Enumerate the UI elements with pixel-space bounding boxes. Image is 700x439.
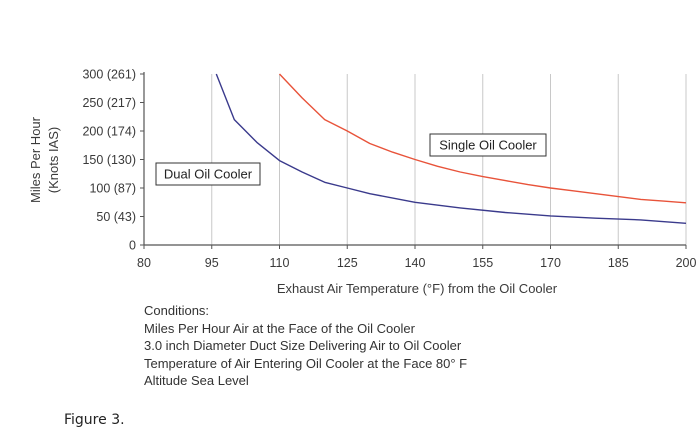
conditions-line: Miles Per Hour Air at the Face of the Oi… — [144, 320, 415, 336]
conditions-line: Conditions: — [144, 303, 210, 318]
series-line — [215, 73, 686, 224]
conditions-block: Conditions: Miles Per Hour Air at the Fa… — [144, 302, 467, 390]
x-tick-label: 125 — [337, 256, 358, 270]
y-axis-subtitle: (Knots IAS) — [46, 127, 61, 193]
axis-layer — [140, 72, 687, 249]
y-tick-label: 250 (217) — [82, 96, 136, 110]
conditions-line: Temperature of Air Entering Oil Cooler a… — [144, 355, 468, 371]
series-label-box — [155, 162, 261, 186]
y-tick-label: 100 (87) — [89, 182, 136, 196]
x-tick-label: 185 — [608, 256, 629, 270]
conditions-line: Altitude Sea Level — [144, 373, 249, 388]
y-axis-title: Miles Per Hour — [28, 116, 43, 203]
x-tick-label: 200 — [676, 256, 697, 270]
series-label: Single Oil Cooler — [439, 138, 537, 153]
series-label: Dual Oil Cooler — [164, 167, 253, 182]
y-tick-label: 150 (130) — [82, 153, 136, 167]
x-tick-label: 80 — [137, 256, 151, 270]
x-tick-label: 155 — [472, 256, 493, 270]
y-tick-label: 200 (174) — [82, 125, 136, 139]
x-tick-label: 140 — [405, 256, 426, 270]
x-tick-label: 110 — [270, 256, 290, 270]
y-tick-label: 300 (261) — [82, 68, 136, 82]
x-tick-label: 95 — [205, 256, 219, 270]
series-label-box — [429, 133, 547, 157]
conditions-line: 3.0 inch Diameter Duct Size Delivering A… — [144, 338, 462, 353]
x-axis-title: Exhaust Air Temperature (°F) from the Oi… — [277, 281, 558, 296]
series-layer — [215, 73, 686, 224]
y-tick-label: 50 (43) — [96, 210, 136, 224]
series-line — [278, 73, 686, 204]
figure-caption: Figure 3. — [64, 412, 125, 428]
grid-layer — [211, 74, 687, 245]
y-tick-label: 0 — [129, 239, 136, 253]
x-tick-label: 170 — [540, 256, 561, 270]
label-layer: 0 50 (43) 100 (87) 150 (130) 200 (174) 250 (2… — [28, 68, 696, 297]
